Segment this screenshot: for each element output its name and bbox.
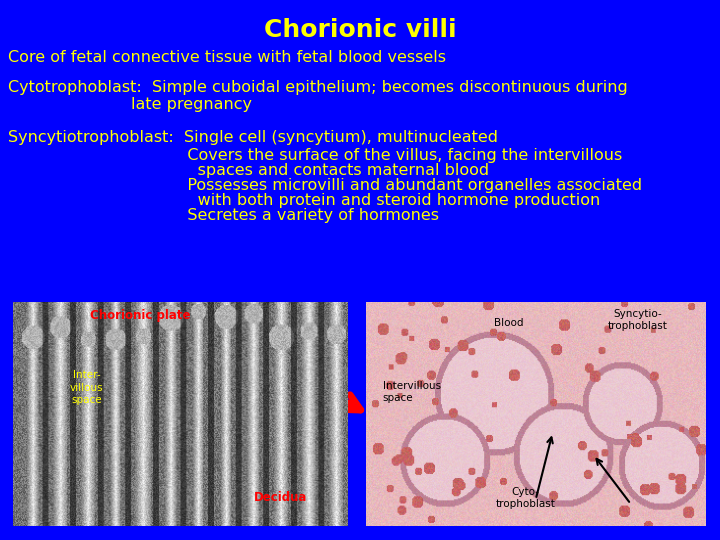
Text: Core of fetal connective tissue with fetal blood vessels: Core of fetal connective tissue with fet… bbox=[8, 50, 446, 65]
Text: Cytotrophoblast:  Simple cuboidal epithelium; becomes discontinuous during: Cytotrophoblast: Simple cuboidal epithel… bbox=[8, 80, 628, 95]
Text: late pregnancy: late pregnancy bbox=[8, 97, 252, 112]
Text: Possesses microvilli and abundant organelles associated: Possesses microvilli and abundant organe… bbox=[8, 178, 642, 193]
Text: Blood: Blood bbox=[494, 318, 523, 328]
Text: spaces and contacts maternal blood: spaces and contacts maternal blood bbox=[8, 163, 489, 178]
Text: Intervillous
space: Intervillous space bbox=[383, 381, 441, 403]
Text: with both protein and steroid hormone production: with both protein and steroid hormone pr… bbox=[8, 193, 600, 208]
Text: Chorionic plate: Chorionic plate bbox=[90, 309, 190, 322]
Text: Covers the surface of the villus, facing the intervillous: Covers the surface of the villus, facing… bbox=[8, 148, 622, 163]
Text: Secretes a variety of hormones: Secretes a variety of hormones bbox=[8, 208, 439, 223]
Text: Decidua: Decidua bbox=[254, 491, 307, 504]
Text: Chorionic villi: Chorionic villi bbox=[264, 18, 456, 42]
Text: Syncytio-
trophoblast: Syncytio- trophoblast bbox=[608, 309, 667, 330]
Text: Syncytiotrophoblast:  Single cell (syncytium), multinucleated: Syncytiotrophoblast: Single cell (syncyt… bbox=[8, 130, 498, 145]
Text: Cyto-
trophoblast: Cyto- trophoblast bbox=[495, 487, 555, 509]
Text: Inter-
villous
space: Inter- villous space bbox=[70, 370, 104, 405]
